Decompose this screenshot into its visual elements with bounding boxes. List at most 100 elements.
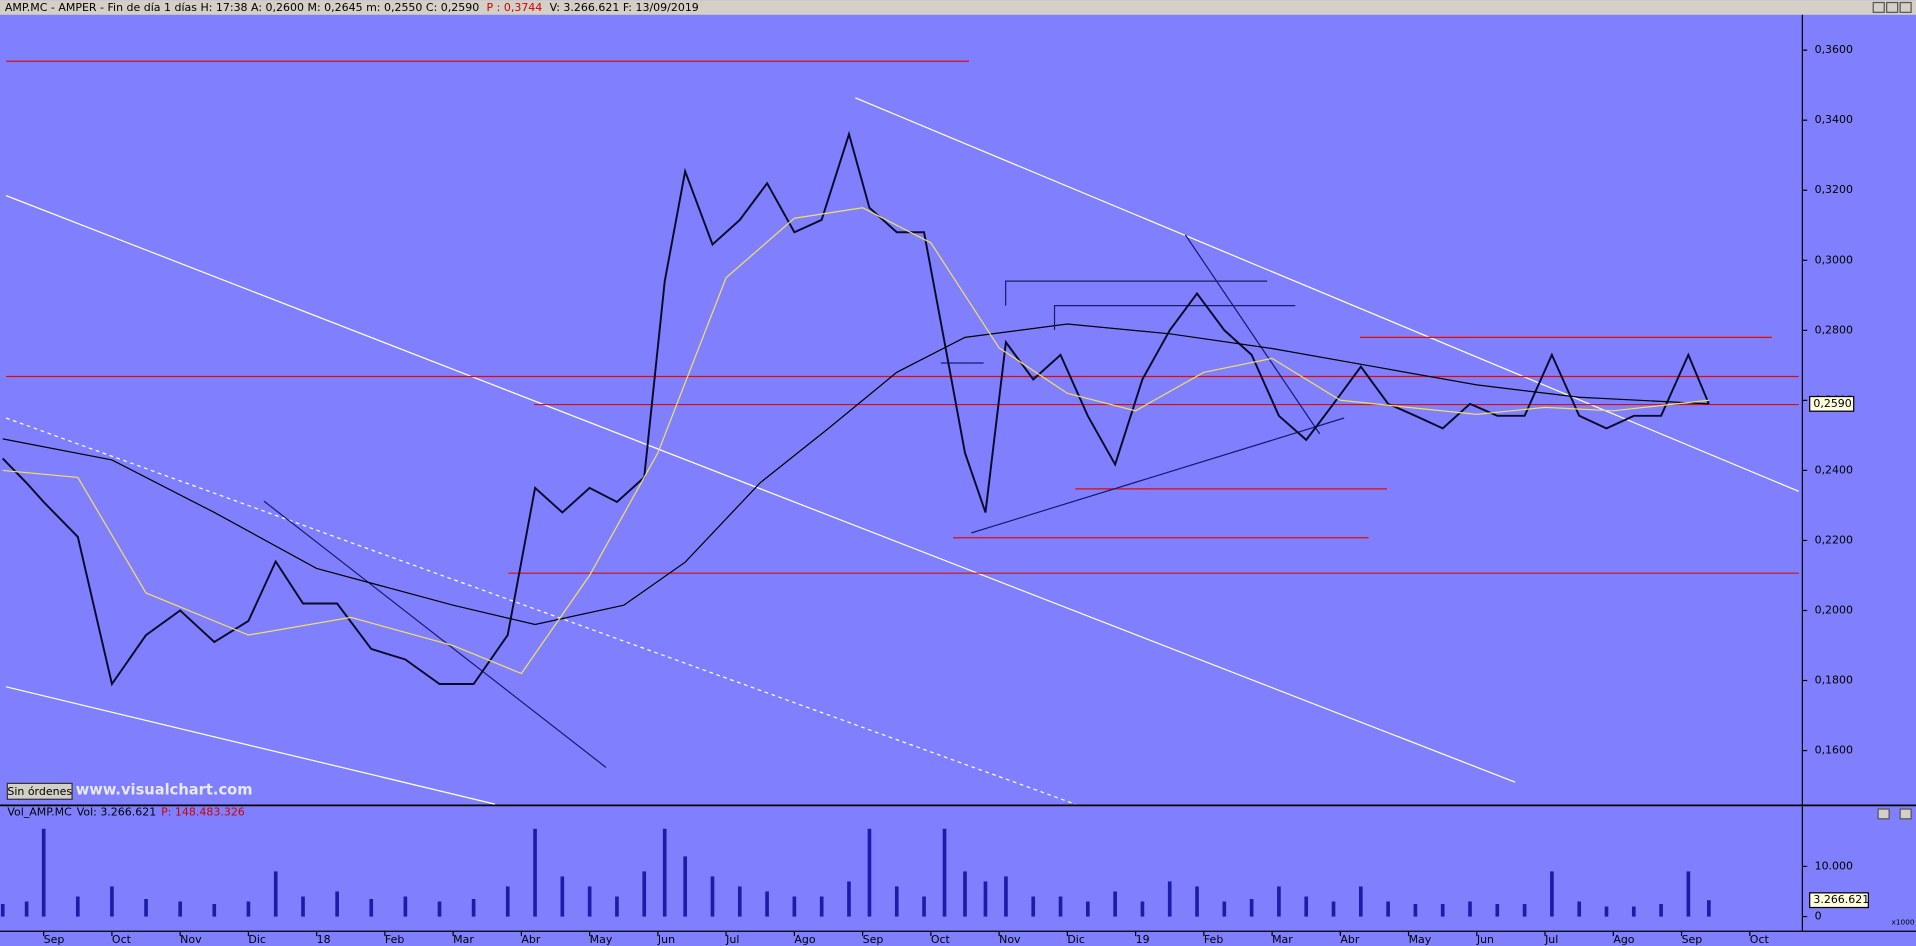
volume-bar bbox=[212, 904, 217, 917]
volume-bar bbox=[1659, 904, 1663, 917]
volume-bar bbox=[1331, 901, 1336, 917]
volume-bar bbox=[819, 896, 824, 917]
volume-bar bbox=[642, 871, 647, 917]
trend-line bbox=[5, 195, 1516, 783]
watermark: www.visualchart.com bbox=[76, 782, 253, 799]
volume-bar bbox=[1222, 901, 1227, 917]
volume-bar bbox=[437, 901, 442, 917]
x-tick-label: Dic bbox=[248, 933, 266, 946]
volume-bar bbox=[662, 828, 667, 917]
last-value-label: 0,2590 bbox=[1813, 397, 1851, 410]
y-tick-label: 0,2800 bbox=[1815, 323, 1853, 336]
y-tick-label: 0,3600 bbox=[1815, 43, 1853, 56]
volume-bar bbox=[41, 828, 46, 917]
volume-bar bbox=[1358, 886, 1363, 917]
x-tick-label: Oct bbox=[931, 933, 951, 946]
trend-line bbox=[1184, 234, 1321, 435]
maximize-button[interactable] bbox=[1886, 1, 1899, 13]
volume-bar bbox=[1058, 896, 1063, 917]
volume-bar bbox=[1249, 899, 1254, 917]
close-button[interactable] bbox=[1899, 1, 1912, 13]
volume-bar bbox=[403, 896, 408, 917]
volume-bar bbox=[922, 896, 926, 917]
last-value-label: 3.266.621 bbox=[1813, 893, 1869, 906]
orders-button-label[interactable]: Sin órdenes bbox=[7, 785, 72, 798]
volume-bar bbox=[1686, 871, 1691, 917]
y-tick-label: 0,1600 bbox=[1815, 744, 1853, 757]
trend-line bbox=[855, 97, 1799, 492]
y-tick-label: 0,3000 bbox=[1815, 253, 1853, 266]
volume-bar bbox=[1440, 904, 1445, 917]
y-tick-label: 0,2000 bbox=[1815, 603, 1853, 616]
header-p: P : 0,3744 bbox=[487, 1, 543, 14]
volume-bar bbox=[710, 876, 715, 917]
x-tick-label: Abr bbox=[1340, 933, 1359, 946]
trend-line bbox=[5, 417, 1076, 805]
x-tick-label: Oct bbox=[112, 933, 132, 946]
minimize-button[interactable] bbox=[1877, 808, 1890, 820]
volume-bar bbox=[1140, 901, 1145, 917]
x-tick-label: Sep bbox=[863, 933, 884, 946]
volume-bar bbox=[0, 904, 5, 917]
box-line bbox=[1053, 304, 1296, 331]
volume-bar bbox=[737, 886, 742, 917]
x-tick-label: 18 bbox=[317, 933, 331, 946]
volume-bar bbox=[1113, 891, 1117, 917]
volume-bar bbox=[1550, 871, 1554, 917]
volume-bar bbox=[792, 896, 797, 917]
volume-bar bbox=[942, 828, 947, 917]
volume-bar bbox=[867, 828, 872, 917]
box-line bbox=[1005, 280, 1268, 306]
volume-bar bbox=[471, 899, 476, 917]
volume-subtitle: Vol: 3.266.621 bbox=[77, 806, 157, 819]
x-tick-label: Ago bbox=[1613, 933, 1634, 946]
volume-bar bbox=[983, 881, 988, 917]
volume-bar bbox=[1277, 886, 1281, 917]
minimize-button[interactable] bbox=[1872, 1, 1885, 13]
volume-bar bbox=[24, 901, 29, 917]
volume-bar bbox=[1031, 896, 1036, 917]
x-tick-label: Sep bbox=[1682, 933, 1703, 946]
close-button[interactable] bbox=[1899, 808, 1912, 820]
last-value-box bbox=[1809, 892, 1869, 909]
drawings bbox=[5, 60, 1799, 805]
volume-window-buttons[interactable] bbox=[1877, 808, 1912, 820]
volume-bar bbox=[615, 896, 619, 917]
orders-button[interactable] bbox=[6, 782, 73, 800]
volume-bar bbox=[301, 896, 305, 917]
volume-title: Vol_AMP.MC bbox=[7, 806, 72, 819]
volume-bar bbox=[1577, 901, 1582, 917]
x-tick-label: Dic bbox=[1067, 933, 1085, 946]
volume-bar bbox=[505, 886, 510, 917]
volume-bar bbox=[1495, 904, 1500, 917]
x-tick-label: Jul bbox=[1544, 933, 1558, 946]
volume-bar bbox=[1004, 876, 1008, 917]
y-tick-label: 10.000 bbox=[1815, 859, 1853, 872]
trend-line bbox=[263, 500, 607, 768]
volume-bar bbox=[273, 871, 278, 917]
price-line bbox=[2, 207, 1709, 675]
x-tick-label: Mar bbox=[453, 933, 474, 946]
x-tick-label: Jun bbox=[657, 933, 675, 946]
volume-bar bbox=[1468, 901, 1472, 917]
x-tick-label: Abr bbox=[521, 933, 540, 946]
y-tick-label: 0,2400 bbox=[1815, 463, 1853, 476]
x-tick-label: Oct bbox=[1750, 933, 1770, 946]
window-buttons[interactable] bbox=[1872, 1, 1912, 13]
header-text: AMP.MC - AMPER - Fin de día 1 días H: 17… bbox=[5, 1, 699, 14]
x-tick-label: Mar bbox=[1272, 933, 1293, 946]
x-tick-label: May bbox=[590, 933, 613, 946]
x-tick-label: Sep bbox=[44, 933, 65, 946]
x-tick-label: 19 bbox=[1136, 933, 1150, 946]
volume-bar bbox=[1604, 906, 1609, 917]
volume-bar bbox=[963, 871, 967, 917]
volume-bar bbox=[847, 881, 851, 917]
volume-header: Vol_AMP.MC Vol: 3.266.621 P: 148.483.326 bbox=[7, 806, 244, 819]
volume-bar bbox=[1167, 881, 1172, 917]
marks: 0,16000,18000,20000,22000,24000,26000,28… bbox=[0, 43, 1869, 946]
volume-bar bbox=[75, 896, 80, 917]
volume-bar bbox=[110, 886, 114, 917]
x-tick-label: Feb bbox=[1204, 933, 1223, 946]
